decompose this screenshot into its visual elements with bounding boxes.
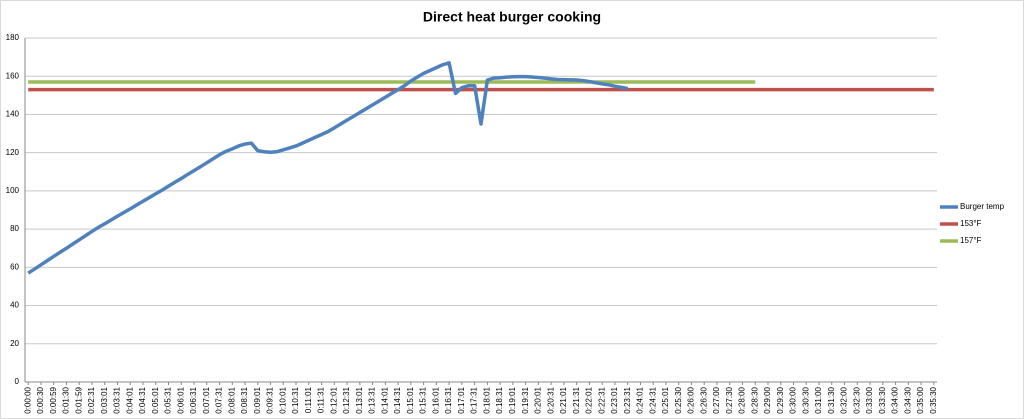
x-tick-label: 0:26:00 bbox=[687, 386, 696, 413]
x-tick-label: 0:19:01 bbox=[508, 386, 517, 413]
x-tick-label: 0:18:01 bbox=[482, 386, 491, 413]
x-tick-label: 0:34:30 bbox=[903, 386, 912, 413]
x-tick-label: 0:10:01 bbox=[278, 386, 287, 413]
x-tick-label: 0:35:30 bbox=[929, 386, 938, 413]
x-tick-label: 0:13:01 bbox=[355, 386, 364, 413]
y-tick-label: 120 bbox=[6, 148, 20, 157]
y-tick-label: 0 bbox=[15, 377, 20, 386]
x-tick-label: 0:23:01 bbox=[610, 386, 619, 413]
x-tick-label: 0:30:30 bbox=[801, 386, 810, 413]
x-tick-label: 0:05:31 bbox=[164, 386, 173, 413]
x-tick-label: 0:28:00 bbox=[738, 386, 747, 413]
x-tick-label: 0:08:01 bbox=[227, 386, 236, 413]
x-tick-label: 0:18:31 bbox=[495, 386, 504, 413]
x-tick-label: 0:21:31 bbox=[572, 386, 581, 413]
x-tick-label: 0:33:30 bbox=[878, 386, 887, 413]
x-tick-label: 0:02:31 bbox=[87, 386, 96, 413]
x-tick-label: 0:15:01 bbox=[406, 386, 415, 413]
x-tick-label: 0:26:30 bbox=[699, 386, 708, 413]
x-tick-label: 0:27:30 bbox=[725, 386, 734, 413]
x-tick-label: 0:25:01 bbox=[661, 386, 670, 413]
x-tick-label: 0:29:30 bbox=[776, 386, 785, 413]
x-tick-label: 0:14:31 bbox=[393, 386, 402, 413]
x-tick-label: 0:32:00 bbox=[840, 386, 849, 413]
x-tick-label: 0:24:01 bbox=[636, 386, 645, 413]
x-tick-label: 0:11:01 bbox=[304, 386, 313, 413]
x-tick-label: 0:10:31 bbox=[291, 386, 300, 413]
x-tick-label: 0:08:31 bbox=[240, 386, 249, 413]
x-tick-label: 0:12:01 bbox=[329, 386, 338, 413]
x-tick-label: 0:09:31 bbox=[266, 386, 275, 413]
x-tick-label: 0:27:00 bbox=[712, 386, 721, 413]
x-tick-label: 0:00:30 bbox=[36, 386, 45, 413]
y-tick-label: 40 bbox=[10, 301, 19, 310]
x-tick-label: 0:15:31 bbox=[419, 386, 428, 413]
x-tick-label: 0:03:31 bbox=[113, 386, 122, 413]
x-tick-label: 0:16:31 bbox=[444, 386, 453, 413]
x-tick-label: 0:00:59 bbox=[49, 386, 58, 413]
x-tick-label: 0:19:31 bbox=[521, 386, 530, 413]
x-tick-label: 0:24:31 bbox=[648, 386, 657, 413]
x-tick-label: 0:03:01 bbox=[100, 386, 109, 413]
y-tick-label: 180 bbox=[6, 33, 20, 42]
x-tick-label: 0:29:00 bbox=[763, 386, 772, 413]
x-tick-label: 0:04:01 bbox=[125, 386, 134, 413]
x-tick-label: 0:35:00 bbox=[916, 386, 925, 413]
x-tick-label: 0:21:01 bbox=[559, 386, 568, 413]
series-line bbox=[27, 61, 629, 275]
x-tick-label: 0:06:31 bbox=[189, 386, 198, 413]
x-tick-label: 0:05:01 bbox=[151, 386, 160, 413]
legend-label: 153°F bbox=[960, 219, 982, 228]
x-tick-label: 0:32:30 bbox=[852, 386, 861, 413]
x-tick-label: 0:07:01 bbox=[202, 386, 211, 413]
x-tick-label: 0:11:31 bbox=[317, 386, 326, 413]
x-tick-label: 0:28:30 bbox=[750, 386, 759, 413]
y-tick-label: 160 bbox=[6, 71, 20, 80]
x-tick-label: 0:04:31 bbox=[138, 386, 147, 413]
x-tick-label: 0:20:01 bbox=[534, 386, 543, 413]
x-tick-label: 0:33:00 bbox=[865, 386, 874, 413]
x-tick-label: 0:09:01 bbox=[253, 386, 262, 413]
x-tick-label: 0:12:31 bbox=[342, 386, 351, 413]
x-tick-label: 0:31:30 bbox=[827, 386, 836, 413]
x-tick-label: 0:30:00 bbox=[789, 386, 798, 413]
x-tick-label: 0:07:31 bbox=[215, 386, 224, 413]
x-tick-label: 0:20:31 bbox=[546, 386, 555, 413]
x-tick-label: 0:13:31 bbox=[368, 386, 377, 413]
y-tick-label: 60 bbox=[10, 262, 19, 271]
x-tick-label: 0:14:01 bbox=[380, 386, 389, 413]
y-tick-label: 20 bbox=[10, 339, 19, 348]
legend-label: 157°F bbox=[960, 236, 982, 245]
y-tick-label: 80 bbox=[10, 224, 19, 233]
x-tick-label: 0:17:31 bbox=[470, 386, 479, 413]
chart-title: Direct heat burger cooking bbox=[423, 9, 601, 25]
x-tick-label: 0:01:30 bbox=[62, 386, 71, 413]
x-tick-label: 0:31:00 bbox=[814, 386, 823, 413]
x-tick-label: 0:22:31 bbox=[597, 386, 606, 413]
y-tick-label: 140 bbox=[6, 110, 20, 119]
x-tick-label: 0:22:01 bbox=[585, 386, 594, 413]
y-tick-label: 100 bbox=[6, 186, 20, 195]
x-tick-label: 0:25:30 bbox=[674, 386, 683, 413]
x-tick-label: 0:06:01 bbox=[176, 386, 185, 413]
legend-label: Burger temp bbox=[960, 202, 1005, 211]
x-tick-label: 0:01:59 bbox=[74, 386, 83, 413]
x-tick-label: 0:17:01 bbox=[457, 386, 466, 413]
x-tick-label: 0:34:00 bbox=[891, 386, 900, 413]
x-tick-label: 0:23:31 bbox=[623, 386, 632, 413]
x-tick-label: 0:00:00 bbox=[23, 386, 32, 413]
x-tick-label: 0:16:01 bbox=[431, 386, 440, 413]
